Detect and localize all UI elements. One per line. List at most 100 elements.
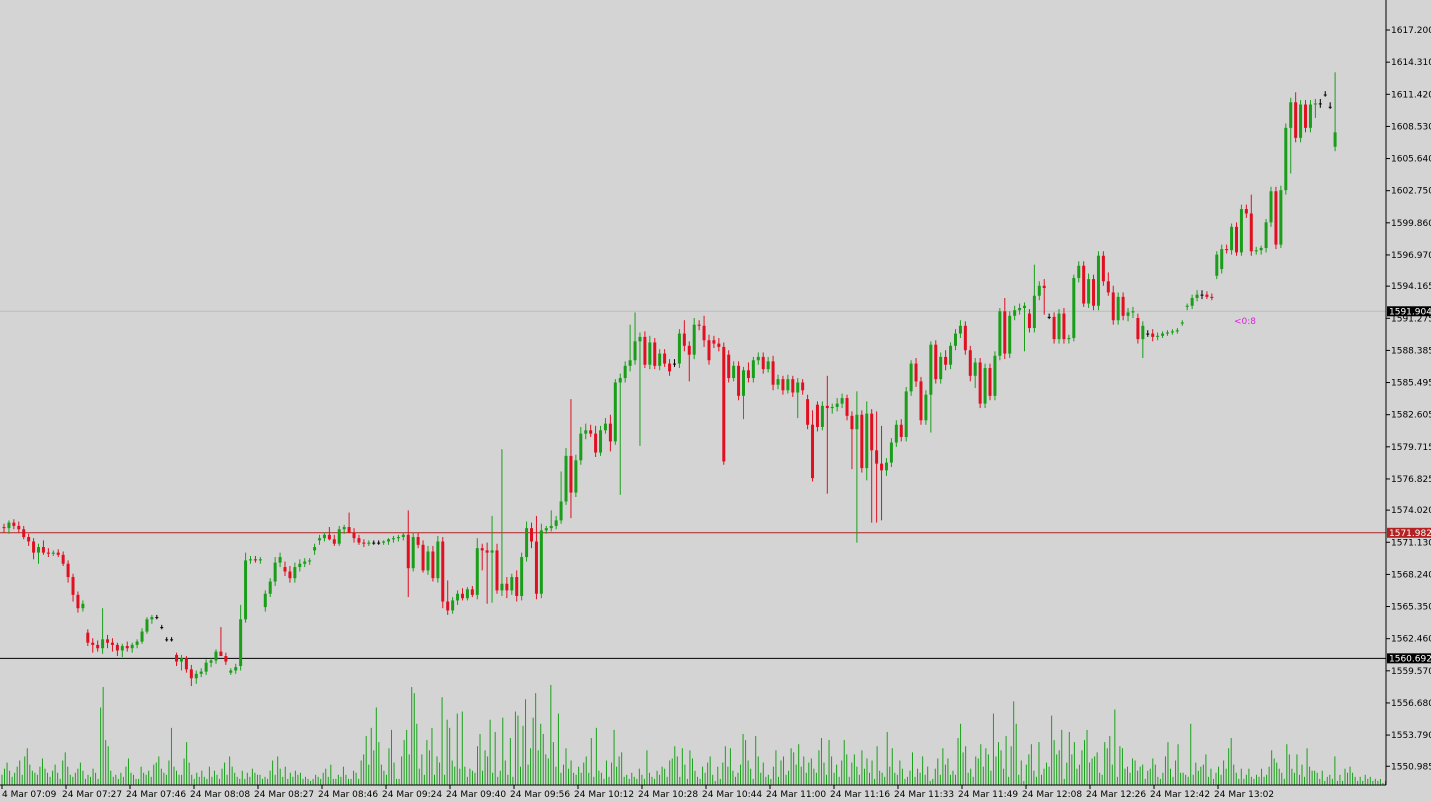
candle [441, 537, 445, 609]
candle [32, 538, 36, 560]
candle [66, 560, 70, 583]
candle [1195, 290, 1199, 302]
y-tick-label: 1602.750 [1391, 187, 1431, 197]
candle [480, 543, 484, 571]
candle [470, 585, 474, 598]
y-tick-label: 1594.165 [1391, 282, 1431, 292]
candle [746, 362, 750, 383]
candle [776, 374, 780, 390]
candle [337, 525, 341, 546]
price-label: 1571.982 [1389, 529, 1431, 539]
candle [855, 391, 859, 543]
candle [510, 573, 514, 595]
candle [894, 420, 898, 447]
candle [387, 538, 391, 545]
candle [283, 561, 287, 576]
candle [96, 640, 100, 652]
candle [110, 638, 114, 652]
candle [234, 663, 238, 674]
candle [327, 527, 331, 541]
x-tick-label: 24 Mar 12:42 [1150, 790, 1210, 800]
candle [1313, 98, 1317, 118]
candle [1333, 72, 1337, 152]
candle [268, 578, 272, 598]
x-tick-label: 24 Mar 08:27 [254, 790, 314, 800]
candle [318, 534, 322, 545]
candle [973, 358, 977, 389]
candle [643, 331, 647, 369]
candle [1146, 330, 1150, 337]
candle [199, 668, 203, 678]
x-tick-label: 24 Mar 10:44 [702, 790, 762, 800]
x-tick-label: 24 Mar 11:49 [958, 790, 1018, 800]
candle [41, 540, 45, 555]
x-tick-label: 24 Mar 11:00 [766, 790, 826, 800]
candle [244, 552, 248, 623]
candle [603, 418, 607, 434]
candle [490, 515, 494, 603]
price-label-bg [1387, 653, 1431, 664]
candle [1052, 312, 1056, 344]
candle [978, 358, 982, 409]
candle [1151, 329, 1155, 342]
candle [712, 335, 716, 349]
candle [12, 519, 16, 530]
candle [1003, 297, 1007, 360]
candle [2, 523, 6, 533]
candle [258, 557, 262, 564]
candle [377, 540, 381, 545]
candle [653, 338, 657, 370]
candle [1126, 307, 1130, 322]
candle [1274, 186, 1278, 250]
candle [7, 520, 11, 534]
tick-annotation: <0:8 [1234, 317, 1256, 327]
candle [958, 320, 962, 339]
y-tick-label: 1550.985 [1391, 762, 1431, 772]
candle [1170, 329, 1174, 335]
candle [406, 510, 410, 598]
candle [1239, 204, 1243, 256]
price-lines [0, 310, 1386, 659]
candle [530, 522, 534, 549]
candle [1200, 290, 1204, 300]
x-tick-label: 24 Mar 09:56 [510, 790, 570, 800]
candle [589, 424, 593, 437]
x-tick-label: 24 Mar 12:26 [1086, 790, 1146, 800]
candle [830, 403, 834, 414]
candle [1057, 309, 1061, 344]
y-tick-label: 1556.680 [1391, 699, 1431, 709]
candle [825, 375, 829, 494]
candle [456, 590, 460, 605]
candle [1254, 246, 1258, 255]
candle [554, 515, 558, 530]
candle [17, 521, 21, 533]
candle [101, 608, 105, 654]
candle [1037, 281, 1041, 301]
candle [742, 366, 745, 420]
candle [150, 614, 154, 624]
y-tick-label: 1576.825 [1391, 475, 1431, 485]
candle [298, 559, 302, 572]
y-tick-label: 1579.715 [1391, 443, 1431, 453]
candle [840, 393, 844, 409]
candle [56, 549, 60, 558]
candle [909, 360, 913, 396]
candle [219, 627, 223, 657]
candle [303, 558, 307, 568]
candle [953, 329, 957, 351]
candle [520, 552, 524, 601]
candle [229, 668, 233, 675]
candle [889, 438, 893, 467]
candle [672, 359, 676, 367]
candle [534, 515, 538, 600]
candle [623, 361, 627, 383]
candle [204, 659, 208, 675]
candle [155, 614, 159, 620]
candle [263, 590, 267, 612]
candle [22, 525, 26, 540]
candle [1161, 331, 1165, 339]
candle [1205, 291, 1209, 300]
y-tick-label: 1588.385 [1391, 346, 1431, 356]
candle [515, 570, 519, 602]
candle [584, 423, 588, 440]
